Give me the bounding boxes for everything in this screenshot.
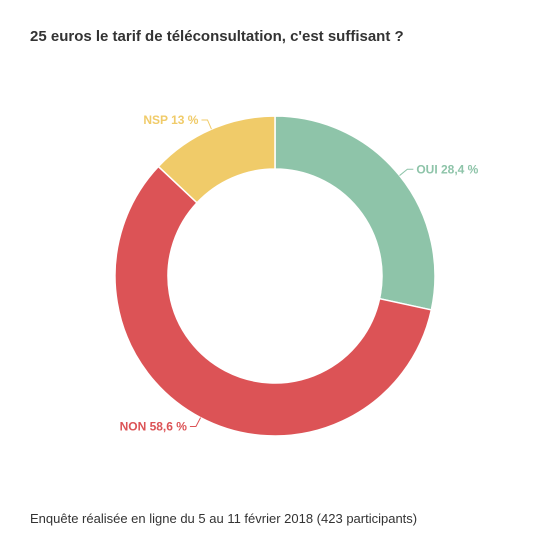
- leader-lines: [189, 119, 414, 427]
- survey-footnote: Enquête réalisée en ligne du 5 au 11 fév…: [30, 511, 418, 526]
- leader-line: [399, 168, 414, 176]
- label-oui: OUI 28,4 %: [416, 162, 478, 176]
- leader-line: [201, 119, 212, 130]
- leader-line: [189, 417, 202, 427]
- slice-non: [114, 165, 433, 437]
- label-nsp: NSP 13 %: [143, 113, 198, 127]
- slice-nsp: [157, 115, 276, 204]
- donut-slices: [114, 115, 436, 437]
- chart-title: 25 euros le tarif de téléconsultation, c…: [30, 28, 404, 45]
- slice-oui: [274, 115, 436, 311]
- slice-labels: OUI 28,4 % NON 58,6 % NSP 13 %: [120, 113, 479, 434]
- label-non: NON 58,6 %: [120, 419, 188, 433]
